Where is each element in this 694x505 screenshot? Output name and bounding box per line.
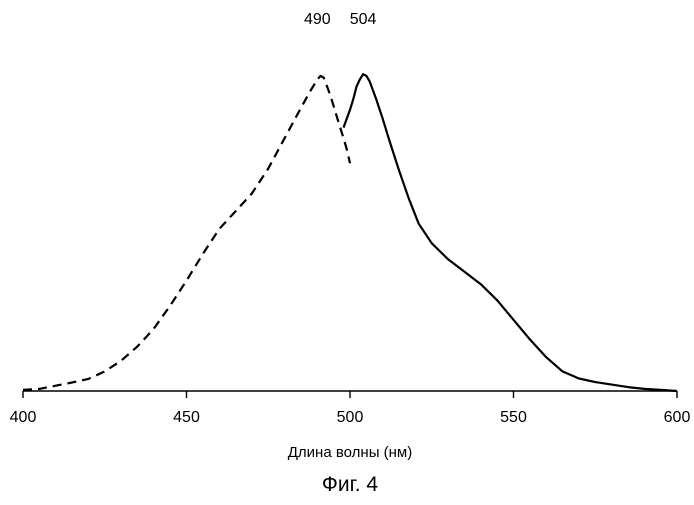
peak-label: 504: [350, 11, 377, 28]
x-axis-title: Длина волны (нм): [288, 444, 412, 461]
series-layer: [23, 74, 677, 391]
peak-label: 490: [304, 11, 331, 28]
solid-spectrum-line: [344, 74, 678, 391]
figure-caption: Фиг. 4: [322, 473, 378, 496]
x-tick-label: 550: [500, 409, 527, 426]
dashed-spectrum-line: [23, 76, 350, 390]
x-tick-label: 400: [10, 409, 37, 426]
peak-annotation-layer: 490 504: [304, 11, 377, 28]
x-tick-label: 450: [173, 409, 200, 426]
x-tick-label: 500: [337, 409, 364, 426]
x-tick-layer: 400 450 500 550 600: [10, 391, 691, 426]
x-tick-label: 600: [664, 409, 691, 426]
